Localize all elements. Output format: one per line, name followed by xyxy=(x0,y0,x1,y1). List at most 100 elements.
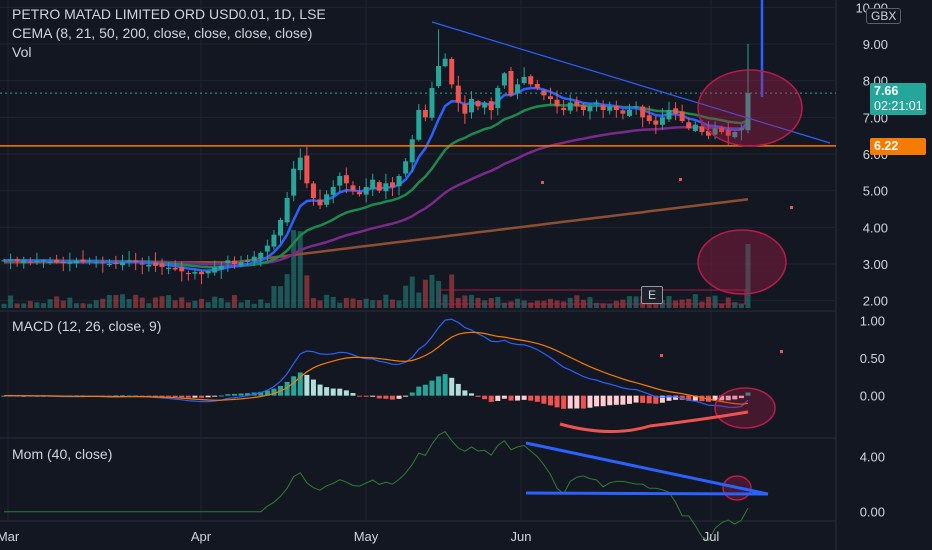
candle-body xyxy=(376,182,382,191)
macd-histogram-bar xyxy=(528,395,534,401)
macd-legend: MACD (12, 26, close, 9) xyxy=(12,318,162,334)
volume-bar xyxy=(73,303,79,308)
price-tick-label: 4.00 xyxy=(863,220,888,235)
volume-bar xyxy=(738,303,744,308)
currency-badge[interactable]: GBX xyxy=(866,8,902,24)
macd-histogram-bar xyxy=(396,395,402,399)
event-marker[interactable]: E xyxy=(641,286,663,304)
macd-histogram-bar xyxy=(666,395,672,401)
candle-body xyxy=(482,102,488,108)
last-price: 7.66 xyxy=(874,84,899,98)
volume-bar xyxy=(231,295,237,308)
candle-body xyxy=(607,106,613,111)
candle-body xyxy=(34,261,40,263)
volume-bar xyxy=(468,294,474,308)
volume-bar xyxy=(488,298,494,308)
candle-body xyxy=(429,88,435,118)
macd-histogram-bar xyxy=(231,393,237,396)
candle-body xyxy=(422,110,428,118)
candle-body xyxy=(172,267,178,270)
countdown: 02:21:01 xyxy=(874,99,923,113)
mom-tick-label: 0.00 xyxy=(860,505,885,520)
volume-bar xyxy=(264,302,270,308)
volume-bar xyxy=(225,302,231,308)
mom-legend: Mom (40, close) xyxy=(12,446,113,462)
candle-body xyxy=(580,105,586,110)
macd-histogram-bar xyxy=(640,395,646,403)
volume-bar xyxy=(370,300,376,308)
candle-body xyxy=(383,183,389,192)
mom-tick-label: 4.00 xyxy=(860,450,885,465)
candle-body xyxy=(27,261,33,263)
volume-bar xyxy=(547,298,553,308)
macd-histogram-bar xyxy=(541,395,547,404)
candle-body xyxy=(659,117,665,125)
candle-body xyxy=(126,260,132,262)
candle-body xyxy=(679,111,685,121)
candle-body xyxy=(521,77,527,83)
volume-bar xyxy=(600,303,606,308)
macd-histogram-bar xyxy=(185,395,191,398)
candle-body xyxy=(291,168,297,196)
volume-bar xyxy=(1,303,7,308)
volume-bar xyxy=(455,297,461,308)
candle-body xyxy=(54,259,60,263)
volume-bar xyxy=(14,303,20,308)
candle-body xyxy=(120,262,126,266)
time-tick-label: May xyxy=(354,529,379,544)
volume-bar xyxy=(245,299,251,308)
candle-body xyxy=(370,179,376,190)
volume-bar xyxy=(633,296,639,308)
macd-histogram-bar xyxy=(587,395,593,408)
volume-bar xyxy=(60,300,66,308)
candle-body xyxy=(297,157,303,171)
candle-body xyxy=(238,262,244,266)
candle-body xyxy=(640,106,646,118)
volume-bar xyxy=(528,302,534,308)
macd-histogram-bar xyxy=(284,381,290,396)
candle-body xyxy=(633,106,639,108)
candle-body xyxy=(416,110,422,140)
macd-histogram-bar xyxy=(521,395,527,400)
candle-body xyxy=(225,260,231,264)
candle-body xyxy=(600,105,606,110)
volume-bars xyxy=(1,230,751,308)
volume-bar xyxy=(666,296,672,308)
macd-histogram-bar xyxy=(389,395,395,400)
volume-bar xyxy=(113,294,119,308)
time-tick-label: Jul xyxy=(703,529,720,544)
candle-body xyxy=(1,260,7,262)
macd-tick-label: 0.00 xyxy=(860,389,885,404)
volume-bar xyxy=(87,303,93,308)
candle-body xyxy=(587,106,593,112)
macd-histogram-bar xyxy=(482,395,488,400)
volume-bar xyxy=(284,274,290,308)
candle-body xyxy=(541,90,547,96)
volume-bar xyxy=(179,297,185,308)
candle-body xyxy=(594,102,600,104)
time-tick-label: Apr xyxy=(191,529,212,544)
volume-bar xyxy=(719,303,725,308)
candle-body xyxy=(554,99,560,107)
candle-body xyxy=(732,132,738,138)
momentum-support-line xyxy=(525,491,769,496)
candle-body xyxy=(73,261,79,264)
candle-body xyxy=(317,199,323,206)
candle-body xyxy=(712,128,718,135)
candle-body xyxy=(495,88,501,109)
momentum-line xyxy=(4,431,749,542)
volume-bar xyxy=(21,303,27,308)
volume-bar xyxy=(106,295,112,308)
candle-body xyxy=(159,263,165,267)
momentum-trend-line xyxy=(525,441,769,496)
volume-bar xyxy=(93,300,99,308)
symbol-title: PETRO MATAD LIMITED ORD USD0.01, 1D, LSE xyxy=(12,6,326,22)
candle-body xyxy=(488,101,494,110)
macd-histogram-bar xyxy=(515,395,521,401)
macd-histogram-bar xyxy=(633,395,639,403)
volume-bar xyxy=(705,296,711,308)
candle-body xyxy=(528,76,534,85)
vol-legend: Vol xyxy=(12,44,32,60)
